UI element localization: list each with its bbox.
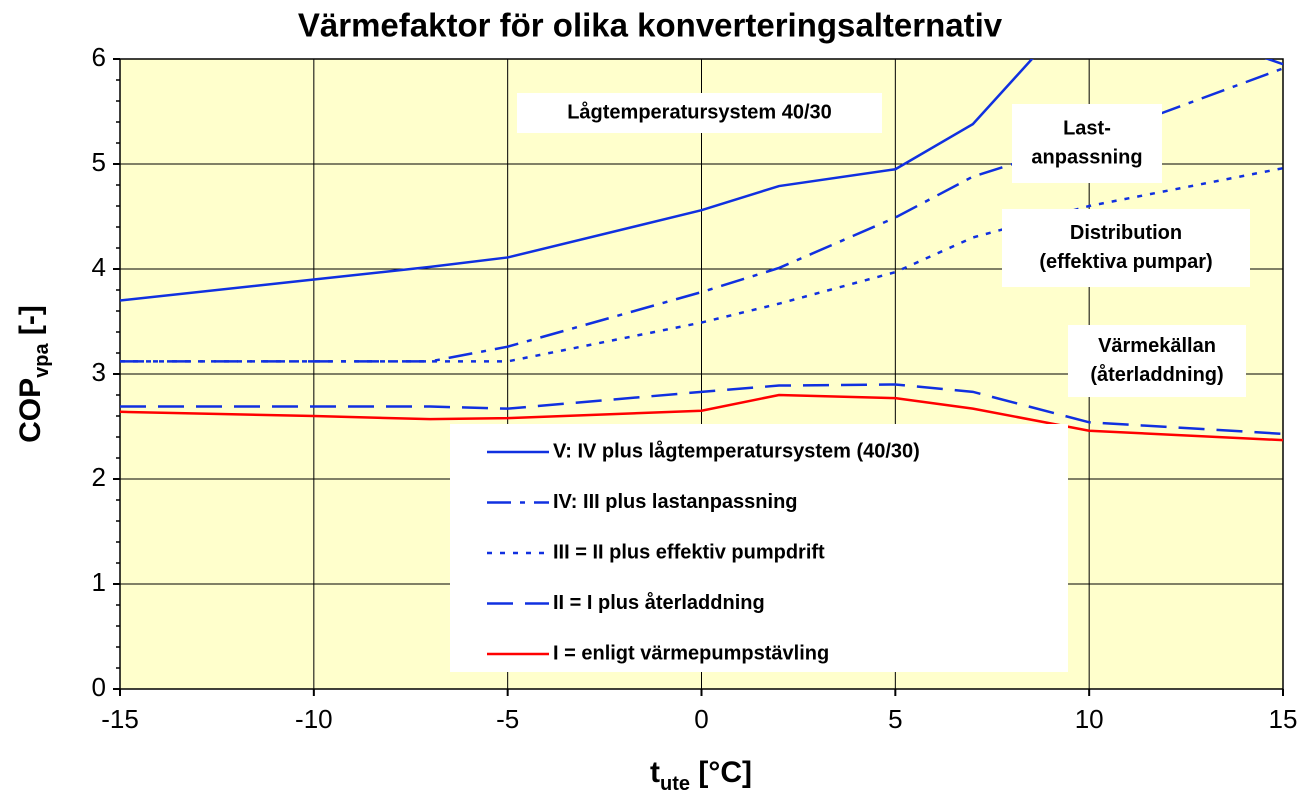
annotation-box	[1012, 104, 1162, 183]
series-line	[120, 393, 1283, 442]
series-line	[120, 166, 1283, 363]
x-axis-label-suffix: [°C]	[690, 756, 752, 789]
annotation: Värmekällan	[1098, 335, 1216, 357]
legend-label: IV: III plus lastanpassning	[553, 491, 798, 513]
chart-title: Värmefaktor för olika konverteringsalter…	[298, 7, 1003, 44]
x-tick-label: 5	[888, 704, 902, 734]
y-axis-label-suffix: [-]	[14, 305, 47, 343]
plot-border	[119, 58, 1284, 690]
annotation: anpassning	[1031, 146, 1142, 168]
annotation-box	[1002, 209, 1250, 287]
legend-label: I = enligt värmepumpstävling	[553, 642, 829, 664]
annotation: (återladdning)	[1090, 363, 1223, 386]
y-axis-label: COPvpa [-]	[14, 305, 53, 443]
y-axis-label-main: COP	[14, 378, 47, 443]
y-tick-label: 3	[92, 357, 106, 387]
legend-label: V: IV plus lågtemperatursystem (40/30)	[553, 439, 920, 462]
y-axis-label-sub: vpa	[31, 343, 53, 378]
annotation: Distribution	[1070, 222, 1182, 244]
y-tick-label: 6	[92, 42, 106, 72]
annotation: Last-	[1063, 117, 1111, 139]
series-line	[120, 59, 1283, 302]
x-tick-label: -10	[295, 704, 333, 734]
annotation: Lågtemperatursystem 40/30	[567, 100, 832, 123]
annotation: (effektiva pumpar)	[1039, 251, 1212, 273]
y-tick-label: 0	[92, 672, 106, 702]
y-tick-label: 4	[92, 252, 106, 282]
legend-label: III = II plus effektiv pumpdrift	[553, 541, 825, 563]
x-tick-label: -5	[496, 704, 519, 734]
x-tick-label: 0	[694, 704, 708, 734]
x-tick-label: 15	[1269, 704, 1298, 734]
legend-label: II = I plus återladdning	[553, 591, 765, 614]
series-line	[120, 383, 1283, 436]
annotation-box	[1068, 325, 1246, 397]
x-axis-label-sub: ute	[660, 773, 690, 795]
annotation-box	[517, 93, 882, 133]
legend-box	[450, 424, 1068, 672]
x-axis-label: tute [°C]	[650, 756, 752, 795]
y-tick-label: 1	[92, 567, 106, 597]
y-tick-label: 5	[92, 147, 106, 177]
x-tick-label: -15	[101, 704, 139, 734]
x-tick-label: 10	[1075, 704, 1104, 734]
y-tick-label: 2	[92, 462, 106, 492]
x-axis-label-main: t	[650, 756, 660, 789]
